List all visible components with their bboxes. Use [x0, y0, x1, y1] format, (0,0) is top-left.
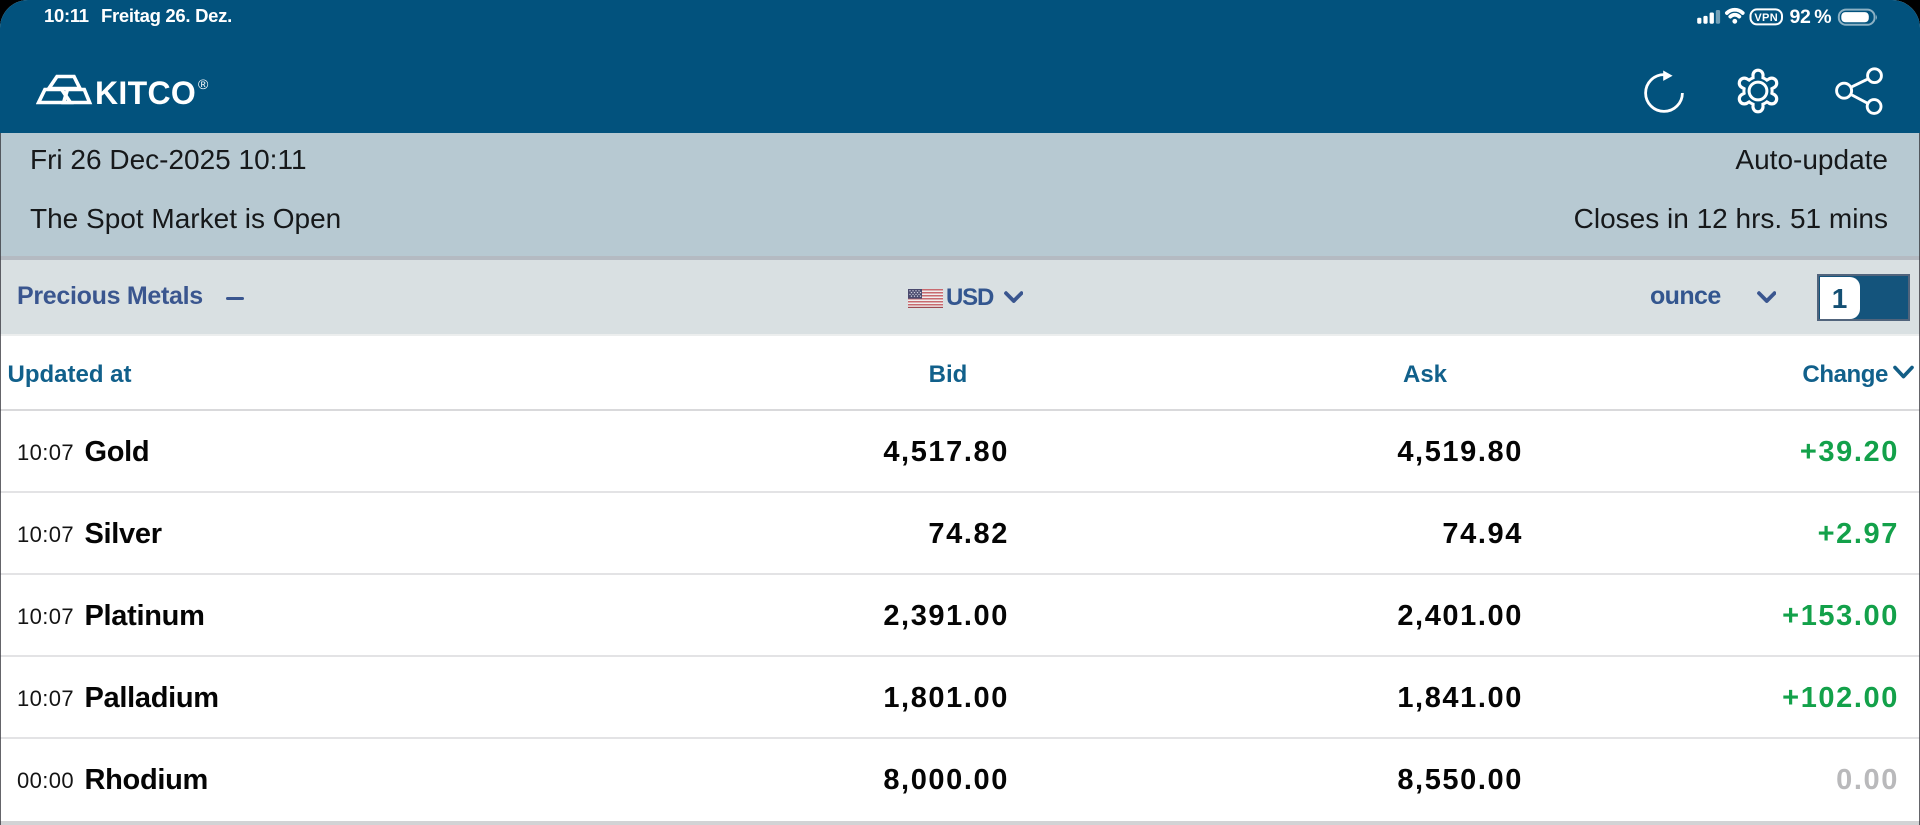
svg-text:VPN: VPN [1754, 12, 1778, 24]
svg-text:92 %: 92 % [1790, 6, 1832, 28]
